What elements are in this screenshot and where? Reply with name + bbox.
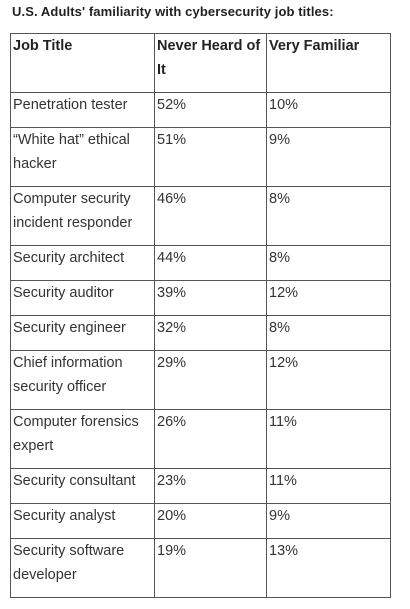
never-heard-cell: 46%: [154, 186, 267, 246]
job-title-cell: Security architect: [10, 245, 155, 281]
table-row: Security engineer 32% 8%: [10, 315, 391, 351]
job-title-cell: Security software developer: [10, 538, 155, 598]
header-never-heard: Never Heard of It: [154, 33, 267, 93]
job-title-cell: Computer security incident responder: [10, 186, 155, 246]
table-row: Security analyst 20% 9%: [10, 503, 391, 539]
table-row: Computer security incident responder 46%…: [10, 186, 391, 246]
header-row: Job Title Never Heard of It Very Familia…: [10, 33, 391, 93]
table-row: Security software developer 19% 13%: [10, 538, 391, 598]
table-caption: U.S. Adults' familiarity with cybersecur…: [12, 4, 334, 19]
never-heard-cell: 32%: [154, 315, 267, 351]
never-heard-cell: 52%: [154, 92, 267, 128]
very-familiar-cell: 8%: [266, 245, 391, 281]
job-title-cell: Security analyst: [10, 503, 155, 539]
never-heard-cell: 26%: [154, 409, 267, 469]
job-title-cell: Computer forensics expert: [10, 409, 155, 469]
table-row: Security consultant 23% 11%: [10, 468, 391, 504]
table-row: Security auditor 39% 12%: [10, 280, 391, 316]
very-familiar-cell: 9%: [266, 127, 391, 187]
table-row: Penetration tester 52% 10%: [10, 92, 391, 128]
very-familiar-cell: 12%: [266, 280, 391, 316]
table-row: Chief information security officer 29% 1…: [10, 350, 391, 410]
table-row: Computer forensics expert 26% 11%: [10, 409, 391, 469]
table-row: “White hat” ethical hacker 51% 9%: [10, 127, 391, 187]
table-row: Security architect 44% 8%: [10, 245, 391, 281]
never-heard-cell: 29%: [154, 350, 267, 410]
never-heard-cell: 44%: [154, 245, 267, 281]
job-title-cell: Security auditor: [10, 280, 155, 316]
very-familiar-cell: 11%: [266, 409, 391, 469]
job-title-cell: Security engineer: [10, 315, 155, 351]
header-very-familiar: Very Familiar: [266, 33, 391, 93]
job-title-cell: Security consultant: [10, 468, 155, 504]
very-familiar-cell: 9%: [266, 503, 391, 539]
very-familiar-cell: 8%: [266, 315, 391, 351]
very-familiar-cell: 13%: [266, 538, 391, 598]
never-heard-cell: 51%: [154, 127, 267, 187]
never-heard-cell: 23%: [154, 468, 267, 504]
very-familiar-cell: 10%: [266, 92, 391, 128]
job-title-cell: Penetration tester: [10, 92, 155, 128]
very-familiar-cell: 12%: [266, 350, 391, 410]
never-heard-cell: 20%: [154, 503, 267, 539]
job-title-cell: Chief information security officer: [10, 350, 155, 410]
very-familiar-cell: 11%: [266, 468, 391, 504]
never-heard-cell: 39%: [154, 280, 267, 316]
very-familiar-cell: 8%: [266, 186, 391, 246]
header-job-title: Job Title: [10, 33, 155, 93]
familiarity-table: Job Title Never Heard of It Very Familia…: [10, 33, 391, 598]
job-title-cell: “White hat” ethical hacker: [10, 127, 155, 187]
never-heard-cell: 19%: [154, 538, 267, 598]
